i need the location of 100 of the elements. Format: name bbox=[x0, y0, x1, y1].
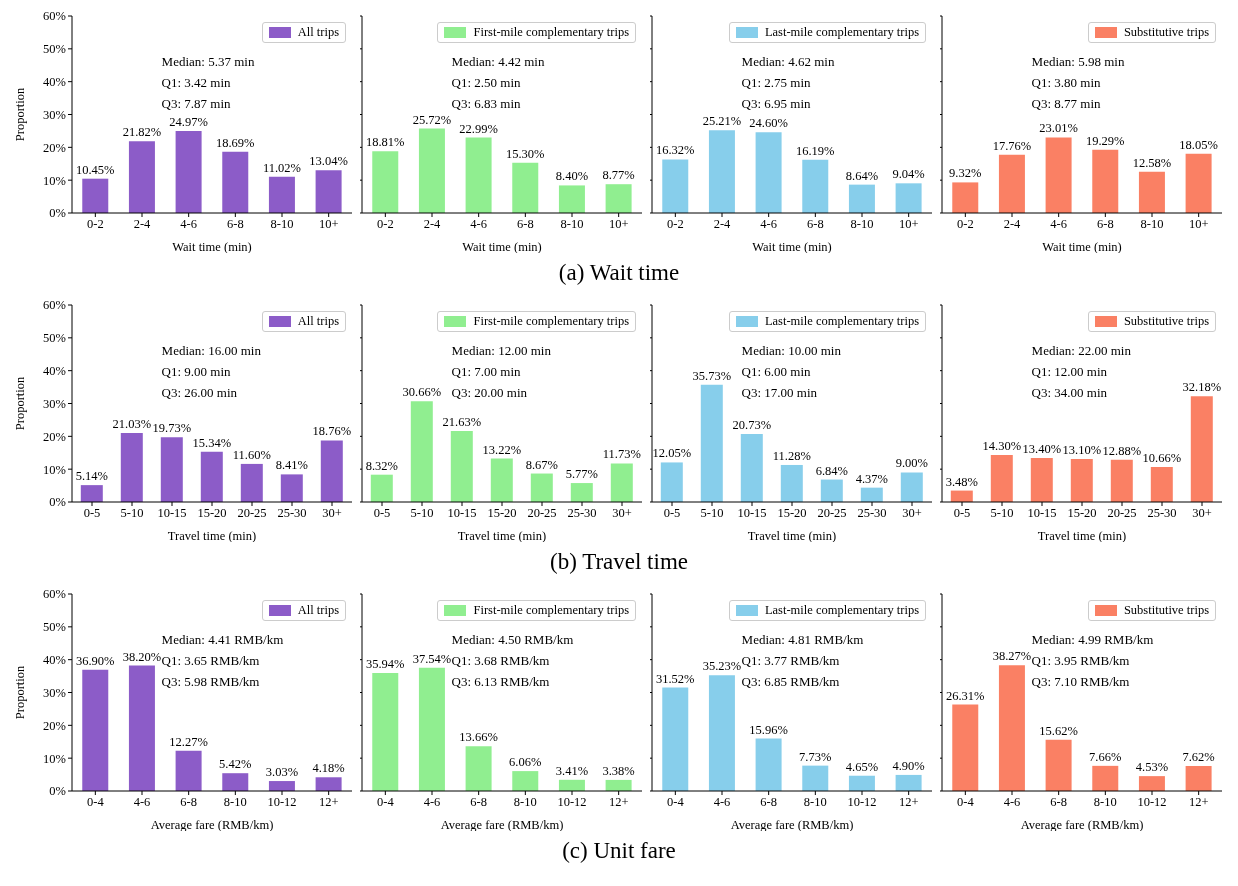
bar bbox=[605, 184, 632, 213]
x-tick-label: 6-8 bbox=[1050, 794, 1067, 809]
data-label: 9.00% bbox=[895, 456, 928, 471]
x-tick-label: 0-5 bbox=[373, 505, 391, 520]
x-tick-label: 6-8 bbox=[470, 794, 487, 809]
annotation: Q3: 34.00 min bbox=[1031, 384, 1109, 403]
y-tick-label: 0% bbox=[49, 784, 66, 799]
data-label: 26.31% bbox=[945, 688, 985, 703]
x-tick-label: 5-10 bbox=[410, 505, 434, 520]
x-tick-label: 10-15 bbox=[1027, 505, 1057, 520]
bar bbox=[315, 777, 342, 791]
data-label: 15.30% bbox=[505, 146, 545, 161]
data-label: 12.88% bbox=[1102, 443, 1142, 458]
annotation: Q3: 6.95 min bbox=[741, 95, 812, 114]
x-tick-label: 2-4 bbox=[713, 216, 732, 231]
y-tick-label: 0% bbox=[49, 206, 66, 221]
annotation: Median: 16.00 min bbox=[161, 342, 261, 361]
x-tick-label: 6-8 bbox=[517, 216, 534, 231]
x-tick-label: 20-25 bbox=[817, 505, 847, 520]
bar bbox=[662, 687, 689, 791]
x-axis-title: Travel time (min) bbox=[457, 529, 547, 543]
data-label: 37.54% bbox=[412, 651, 452, 666]
x-axis-title: Wait time (min) bbox=[172, 240, 252, 254]
x-tick-label: 12+ bbox=[1188, 794, 1209, 809]
data-label: 9.32% bbox=[949, 166, 982, 181]
annotation: Median: 12.00 min bbox=[451, 342, 551, 361]
data-label: 22.99% bbox=[459, 121, 498, 136]
x-tick-label: 8-10 bbox=[850, 216, 874, 231]
x-tick-label: 0-2 bbox=[87, 216, 104, 231]
data-label: 18.81% bbox=[365, 135, 405, 150]
data-label: 6.06% bbox=[509, 755, 542, 770]
annotation: Q3: 6.85 RMB/km bbox=[741, 673, 841, 692]
bar bbox=[605, 779, 632, 791]
legend-label: Last-mile complementary trips bbox=[764, 603, 919, 618]
data-label: 11.73% bbox=[602, 447, 641, 462]
x-axis-title: Average fare (RMB/km) bbox=[730, 818, 854, 832]
bar bbox=[1092, 149, 1119, 213]
data-label: 3.38% bbox=[602, 763, 635, 778]
x-tick-label: 10+ bbox=[318, 216, 339, 231]
bar bbox=[860, 487, 883, 502]
bar bbox=[895, 183, 922, 213]
y-axis-title: Proportion bbox=[13, 87, 28, 142]
bar bbox=[268, 781, 295, 791]
x-tick-label: 20-25 bbox=[237, 505, 267, 520]
x-tick-label: 8-10 bbox=[1093, 794, 1117, 809]
bar bbox=[708, 675, 735, 791]
x-tick-label: 0-5 bbox=[83, 505, 101, 520]
bar bbox=[240, 463, 263, 502]
annotation: Q1: 2.75 min bbox=[741, 74, 812, 93]
bar bbox=[570, 483, 593, 502]
bar bbox=[490, 458, 513, 502]
x-tick-label: 10-12 bbox=[1137, 794, 1167, 809]
text: (a) Wait time bbox=[558, 260, 680, 285]
data-label: 25.21% bbox=[702, 114, 742, 129]
annotation: Q3: 17.00 min bbox=[741, 384, 819, 403]
x-tick-label: 0-5 bbox=[663, 505, 681, 520]
x-tick-label: 6-8 bbox=[1097, 216, 1114, 231]
data-label: 32.18% bbox=[1182, 380, 1222, 395]
annotation: Q3: 5.98 RMB/km bbox=[161, 673, 261, 692]
data-label: 8.41% bbox=[275, 458, 308, 473]
bar bbox=[740, 433, 763, 502]
x-tick-label: 30+ bbox=[1192, 505, 1212, 520]
bar bbox=[990, 455, 1013, 502]
x-tick-label: 4-6 bbox=[180, 216, 197, 231]
data-label: 5.14% bbox=[75, 469, 108, 484]
x-tick-label: 6-8 bbox=[180, 794, 197, 809]
data-label: 8.77% bbox=[602, 168, 635, 183]
data-label: 35.73% bbox=[692, 368, 732, 383]
x-tick-label: 12+ bbox=[898, 794, 919, 809]
y-axis-title: Proportion bbox=[13, 665, 28, 720]
annotation: Median: 4.99 RMB/km bbox=[1031, 631, 1154, 650]
x-tick-label: 0-2 bbox=[667, 216, 684, 231]
data-label: 10.66% bbox=[1142, 451, 1182, 465]
bar bbox=[558, 185, 585, 213]
annotation: Q1: 12.00 min bbox=[1031, 363, 1109, 382]
annotation: Median: 5.98 min bbox=[1031, 53, 1125, 72]
x-tick-label: 5-10 bbox=[120, 505, 144, 520]
bar bbox=[1185, 153, 1212, 213]
data-label: 12.27% bbox=[169, 734, 208, 749]
x-tick-label: 10+ bbox=[898, 216, 919, 231]
bar bbox=[512, 162, 539, 213]
bar bbox=[418, 667, 445, 791]
bar bbox=[1045, 137, 1072, 213]
x-tick-label: 8-10 bbox=[1140, 216, 1164, 231]
data-label: 12.58% bbox=[1132, 155, 1172, 170]
bar bbox=[128, 141, 155, 213]
text: (c) Unit fare bbox=[562, 838, 676, 863]
annotation: Q3: 6.83 min bbox=[451, 95, 522, 114]
annotation: Q1: 7.00 min bbox=[451, 363, 522, 382]
data-label: 24.60% bbox=[749, 116, 788, 131]
annotation: Q1: 3.42 min bbox=[161, 74, 232, 93]
annotation: Q1: 3.80 min bbox=[1031, 74, 1102, 93]
data-label: 21.82% bbox=[122, 125, 162, 140]
bar bbox=[820, 479, 843, 502]
data-label: 13.22% bbox=[482, 442, 522, 457]
x-tick-label: 15-20 bbox=[197, 505, 227, 520]
x-tick-label: 12+ bbox=[318, 794, 339, 809]
bar bbox=[755, 738, 782, 791]
x-axis-title: Travel time (min) bbox=[1037, 529, 1127, 543]
legend-label: Substitutive trips bbox=[1123, 25, 1209, 40]
